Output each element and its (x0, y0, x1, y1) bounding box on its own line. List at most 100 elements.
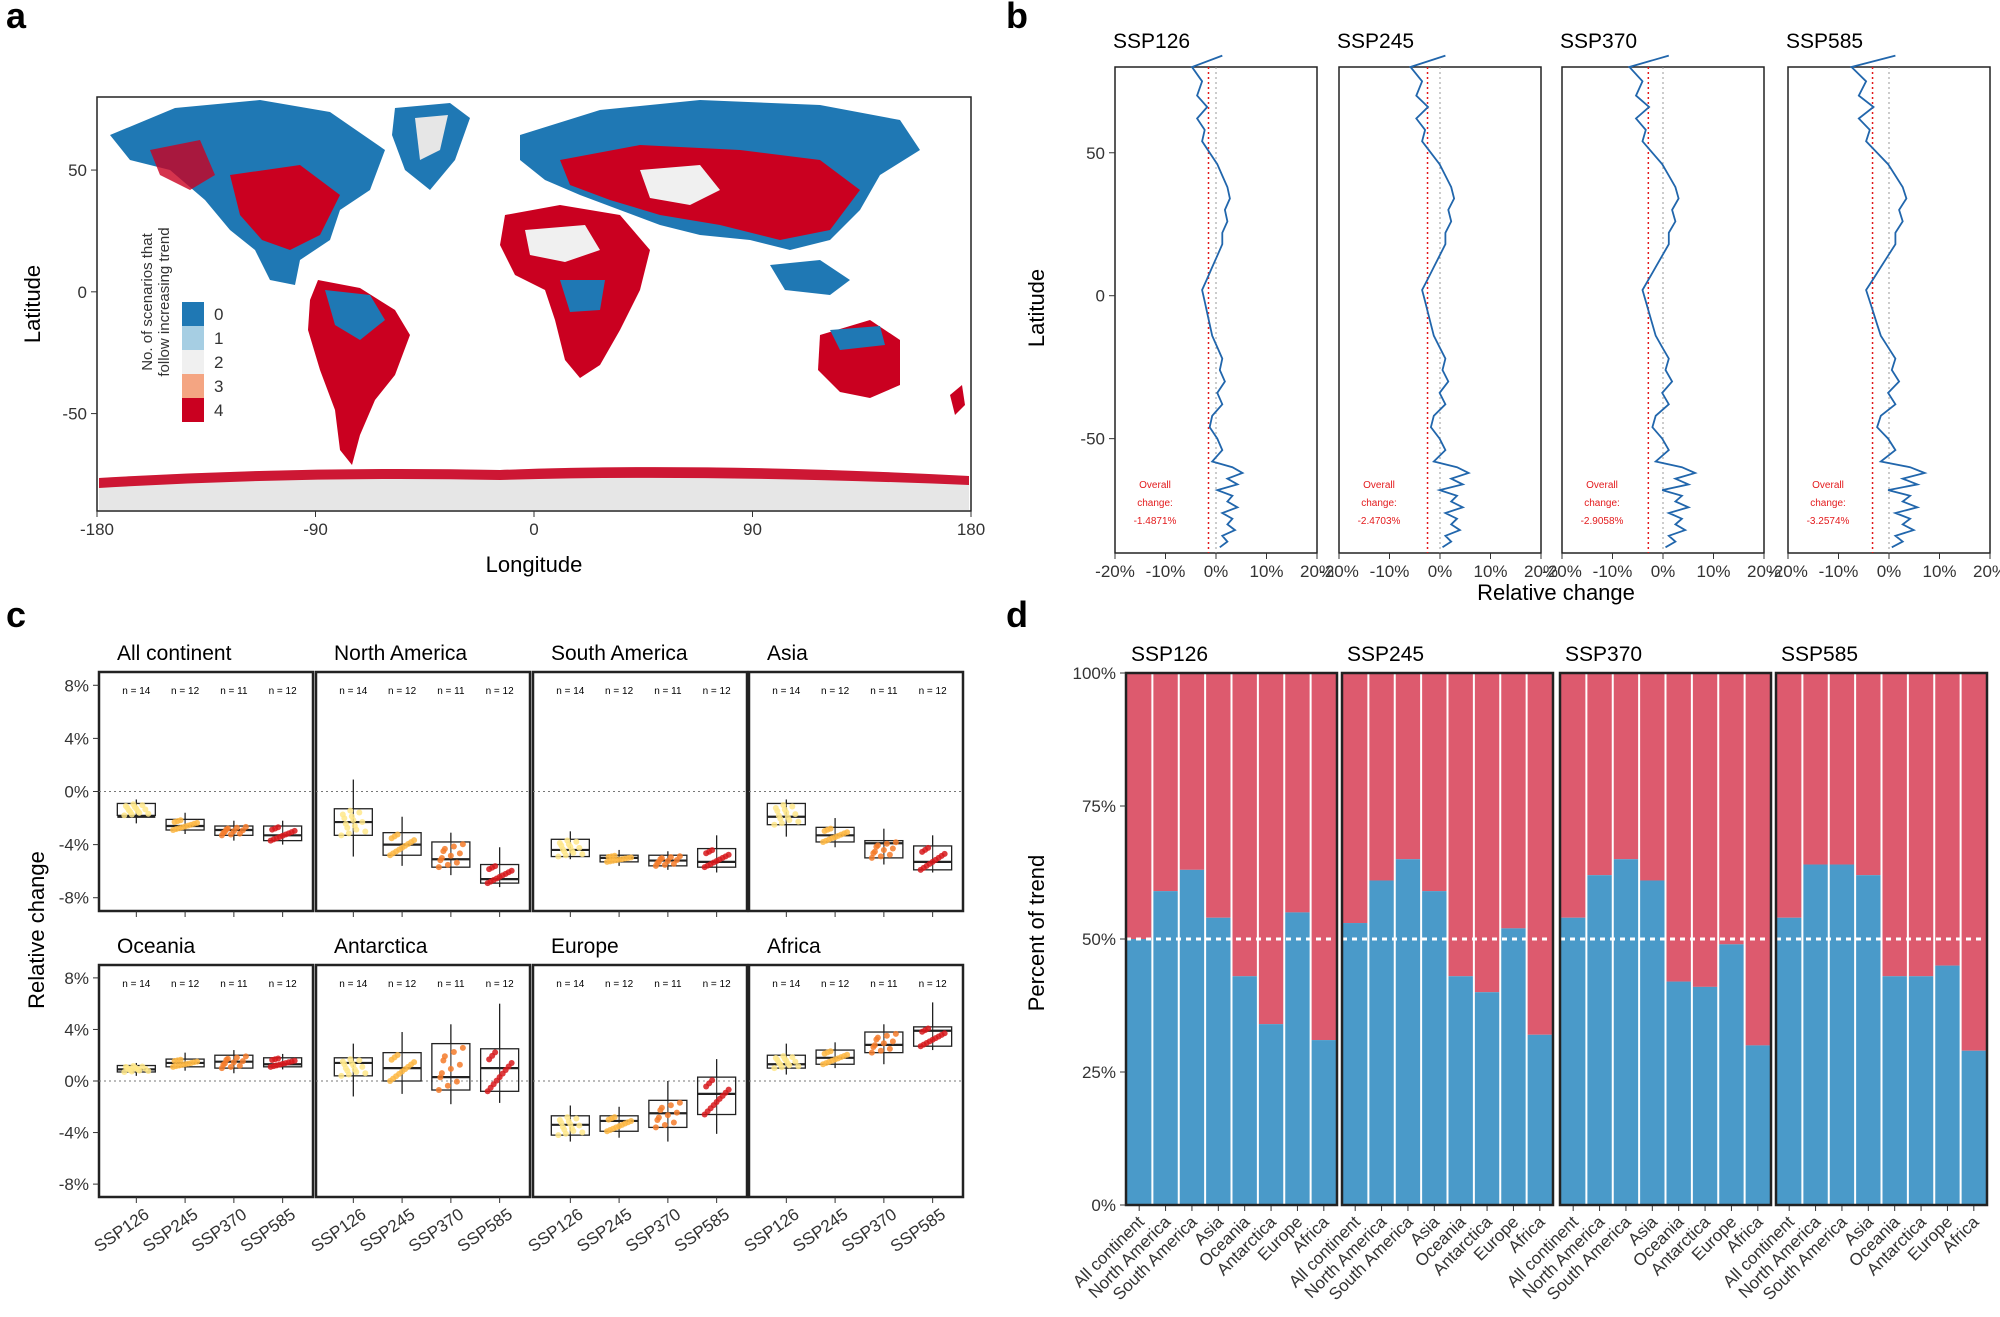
panel-d-bar-decrease (1961, 1050, 1986, 1205)
panel-c-xtick-label: SSP370 (405, 1205, 467, 1256)
panel-c-point (347, 807, 354, 814)
panel-c-point (233, 824, 240, 831)
panel-b-xtick-label: 0% (1651, 562, 1676, 581)
panel-b-xtick-label: 20% (1524, 562, 1558, 581)
panel-c-point (359, 819, 366, 826)
panel-c-point (573, 838, 580, 845)
panel-c-n-label: n = 11 (437, 979, 465, 990)
panel-d-frame (1774, 671, 1989, 1207)
panel-c-xtick-label: SSP370 (622, 1205, 684, 1256)
panel-c-n-label: n = 14 (339, 979, 368, 990)
panel-c-point (889, 845, 896, 852)
panel-d-bar-increase (1640, 673, 1665, 881)
panel-c-ytick-label: 0% (64, 783, 89, 802)
panel-c-point (223, 1056, 230, 1063)
panel-c-facet-title: Asia (767, 642, 808, 665)
panel-c-n-label: n = 12 (821, 979, 850, 990)
panel-c-n-label: n = 12 (171, 686, 200, 697)
panel-c-point (291, 1057, 298, 1064)
map-legend-title: No. of scenarios thatfollow increasing t… (139, 227, 173, 376)
panel-c-n-label: n = 11 (654, 979, 682, 990)
panel-c-box (912, 845, 953, 871)
panel-d-bar-increase (1777, 673, 1802, 918)
panel-c-point (394, 1052, 401, 1059)
panel-c-point (654, 1117, 661, 1124)
panel-c-point (227, 1063, 234, 1070)
panel-c-point (709, 1077, 716, 1084)
panel-d-bar-increase (1258, 673, 1284, 1025)
panel-c-point (291, 827, 298, 834)
map-xlabel: Longitude (486, 552, 583, 577)
panel-b-facet-title: SSP126 (1113, 30, 1190, 53)
panel-d-bar-decrease (1153, 891, 1178, 1205)
panel-c-box (696, 1076, 737, 1116)
panel-c-xtick-label: SSP245 (139, 1205, 201, 1256)
panel-c-point (789, 803, 796, 810)
panel-c-point (559, 846, 566, 853)
panel-d-bar-increase (1395, 673, 1421, 860)
panel-c-point (883, 1032, 890, 1039)
map-xtick-label: 0 (529, 520, 538, 539)
panel-c-point (356, 809, 363, 816)
panel-b-overall-label: Overall (1363, 480, 1395, 491)
panel-c-point (362, 1070, 369, 1077)
panel-c-point (239, 1058, 246, 1065)
map-ylabel: Latitude (20, 265, 45, 343)
panel-c-xtick-label: SSP126 (741, 1205, 803, 1256)
panel-c-point (579, 1129, 586, 1136)
panel-d-facet-title: SSP585 (1781, 643, 1858, 666)
panel-c-point (411, 1059, 418, 1066)
panel-c-n-label: n = 12 (605, 979, 634, 990)
panel-c-point (508, 867, 515, 874)
panel-d-bar-increase (1935, 673, 1960, 966)
panel-c-point (877, 1047, 884, 1054)
panel-c-point (628, 1117, 635, 1124)
panel-d-bar-decrease (1527, 1034, 1552, 1205)
panel-c-point (275, 824, 282, 831)
panel-c-n-label: n = 12 (919, 686, 948, 697)
panel-c-point (223, 826, 230, 833)
panel-c-n-label: n = 11 (870, 686, 898, 697)
panel-c-point (827, 1048, 834, 1055)
panel-c-point (125, 807, 132, 814)
panel-c-point (781, 1055, 788, 1062)
panel-d-bar-decrease (1640, 880, 1665, 1205)
panel-d-bar-decrease (1745, 1045, 1770, 1205)
panel-c-point (576, 844, 583, 851)
panel-d-bar-decrease (1474, 992, 1500, 1205)
panel-c-n-label: n = 12 (388, 686, 417, 697)
panel-b-xlabel: Relative change (1477, 580, 1635, 605)
panel-c-xtick-label: SSP126 (91, 1205, 153, 1256)
panel-b-profile-line (1190, 54, 1245, 549)
panel-c-n-label: n = 12 (919, 979, 948, 990)
panel-c-point (230, 1059, 237, 1066)
panel-d-bar-decrease (1311, 1040, 1336, 1205)
panel-d-bar-decrease (1561, 917, 1586, 1205)
panel-c-point (134, 1066, 141, 1073)
panel-c-ytick-label: -8% (59, 889, 89, 908)
panel-c-point (868, 854, 875, 861)
panel-c-point (459, 841, 466, 848)
panel-c-point (453, 859, 460, 866)
panel-d-bar-decrease (1882, 976, 1907, 1205)
panel-d-bar-increase (1527, 673, 1552, 1035)
panel-c-boxplots: All continent n = 14 n = 12 n = 11 n = 12 8% 4… (59, 642, 965, 1256)
panel-d-bar-decrease (1179, 869, 1205, 1205)
panel-c-facet-title: Antarctica (334, 935, 428, 958)
panel-c-point (450, 843, 457, 850)
panel-c-point (673, 1109, 680, 1116)
panel-c-point (772, 1054, 779, 1061)
panel-d-bar-increase (1343, 673, 1368, 924)
panel-b-overall-label: Overall (1812, 480, 1844, 491)
panel-b-xtick-label: 20% (1747, 562, 1781, 581)
panel-d-bar-increase (1369, 673, 1394, 881)
panel-d-bar-increase (1719, 673, 1744, 945)
panel-d-bar-decrease (1448, 976, 1473, 1205)
panel-c-point (877, 853, 884, 860)
panel-c-point (338, 1072, 345, 1079)
panel-b-ytick-label: -50 (1080, 430, 1105, 449)
panel-label-d: d (1006, 594, 1028, 635)
panel-c-n-label: n = 11 (870, 979, 898, 990)
